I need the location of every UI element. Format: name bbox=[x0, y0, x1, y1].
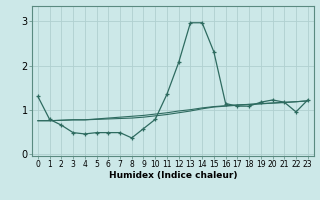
X-axis label: Humidex (Indice chaleur): Humidex (Indice chaleur) bbox=[108, 171, 237, 180]
